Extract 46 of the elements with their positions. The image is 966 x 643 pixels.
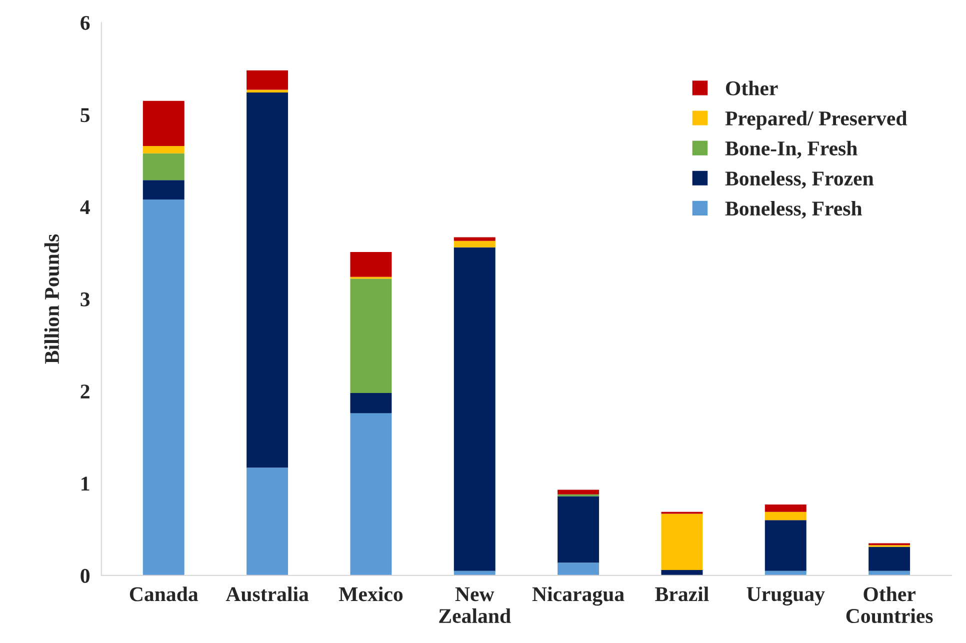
bar [454,247,496,571]
y-tick-label: 2 [80,384,90,398]
bar [454,237,496,241]
bar [350,278,392,393]
y-tick-label: 0 [80,568,90,583]
bar [661,514,703,570]
y-tick-label: 1 [82,476,90,491]
y-axis-title: Billion Pounds [44,234,60,364]
x-tick-label: Brazil [655,586,709,602]
legend-label: Other [726,80,778,96]
bar [246,468,288,576]
bar [661,570,703,576]
legend-label: Prepared/ Preserved [725,110,908,130]
y-tick-label: 5 [80,108,90,122]
bar [764,520,806,571]
bar [142,100,184,146]
bar [246,90,288,93]
bar [558,490,600,494]
x-tick-label: Canada [130,586,198,602]
bar [764,512,806,520]
bar [246,70,288,90]
bar [764,504,806,512]
legend-label: Bone-In, Fresh [725,140,858,159]
x-tick-label: Other Countries [846,586,933,624]
bar [350,413,392,576]
bar [454,240,496,248]
bar [142,199,184,576]
y-tick-label: 6 [80,16,90,30]
y-tick-label: 3 [80,292,90,306]
bar [142,180,184,200]
legend-label: Boneless, Frozen [725,170,874,189]
x-tick-label: Nicaragua [532,586,624,606]
x-tick-label: Mexico [338,586,403,602]
bar [142,153,184,180]
y-tick-label: 4 [80,200,90,214]
bar [558,496,600,563]
bar [350,252,392,277]
x-tick-label: Uruguay [746,587,825,606]
bar [350,393,392,414]
bar [558,562,600,576]
x-tick-label: New Zealand [439,587,511,624]
x-tick-label: Australia [226,586,309,602]
bar [246,92,288,468]
legend-label: Boneless, Fresh [725,200,862,219]
bar [868,546,910,571]
bar [142,146,184,154]
